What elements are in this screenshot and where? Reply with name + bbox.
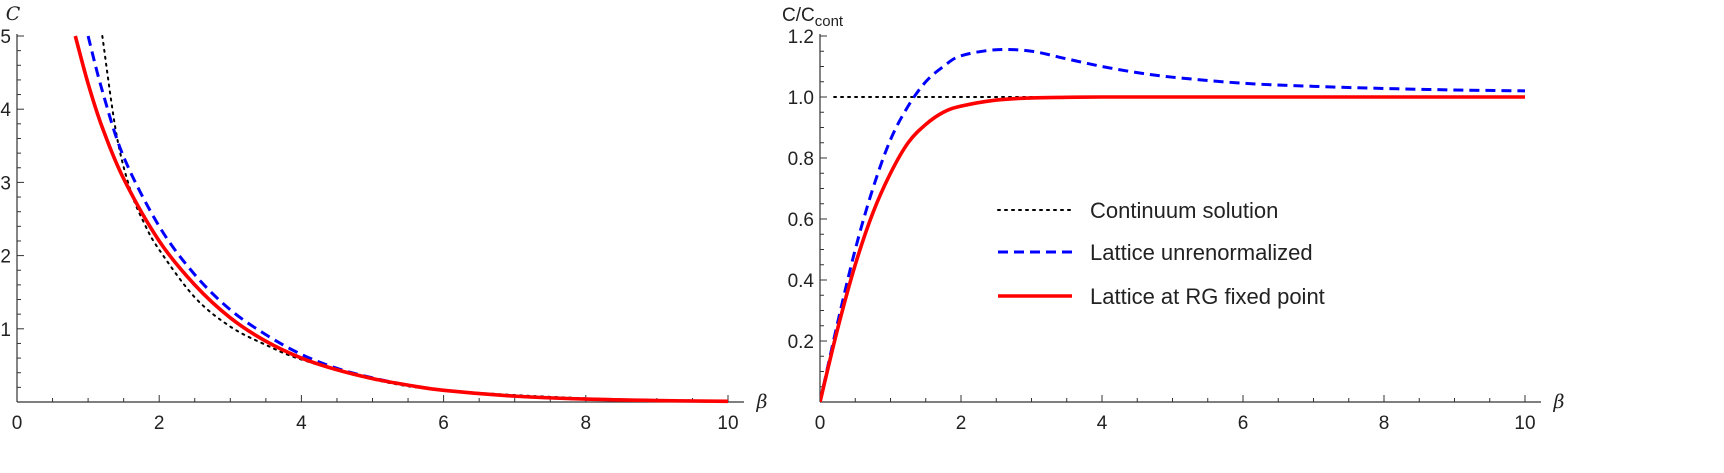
legend-label: Lattice at RG fixed point — [1090, 284, 1325, 309]
y-axis-title: C — [6, 3, 21, 25]
series-line-dotted — [101, 35, 729, 402]
x-tick-label: 8 — [581, 413, 592, 434]
x-tick-label: 10 — [1514, 413, 1535, 434]
x-tick-label: 2 — [154, 413, 165, 434]
legend-label: Lattice unrenormalized — [1090, 240, 1313, 265]
series-line-solid — [820, 95, 1525, 403]
series-line-dashed — [820, 47, 1526, 403]
x-tick-label: 4 — [1097, 413, 1108, 434]
series-line-solid — [73, 35, 729, 404]
y-axis-title: C/Ccont — [782, 5, 844, 30]
x-tick-label: 6 — [438, 413, 449, 434]
y-tick-label: 1.0 — [788, 88, 814, 109]
x-axis-title: β — [1553, 391, 1565, 413]
chart-right: 0 2 4 6 8 10 0.2 0.4 0.6 0.8 1.0 1.2 β C/Ccont — [782, 5, 1565, 434]
y-tick-label: 2 — [0, 247, 11, 268]
y-tick-label: 0.4 — [788, 271, 815, 292]
x-tick-label: 2 — [956, 413, 967, 434]
y-tick-label: 4 — [0, 100, 11, 121]
x-tick-label: 6 — [1238, 413, 1249, 434]
series-line-dashed — [86, 35, 729, 403]
y-tick-label: 3 — [0, 173, 11, 194]
y-axis-title-main: C/C — [782, 5, 815, 26]
y-tick-label: 1.2 — [788, 27, 814, 48]
x-tick-label: 8 — [1379, 413, 1390, 434]
y-tick-label: 0.8 — [788, 149, 814, 170]
x-tick-label: 0 — [815, 413, 826, 434]
y-tick-label: 0.6 — [788, 210, 814, 231]
x-tick-label: 0 — [12, 413, 23, 434]
x-tick-label: 4 — [296, 413, 307, 434]
y-tick-label: 5 — [0, 27, 11, 48]
y-axis-title-sub: cont — [815, 13, 844, 30]
x-axis-title: β — [756, 391, 768, 413]
legend-label: Continuum solution — [1090, 198, 1278, 223]
legend: Continuum solution Lattice unrenormalized… — [997, 198, 1325, 309]
y-tick-label: 0.2 — [788, 332, 814, 353]
y-tick-label: 1 — [0, 320, 11, 341]
x-tick-label: 10 — [717, 413, 738, 434]
